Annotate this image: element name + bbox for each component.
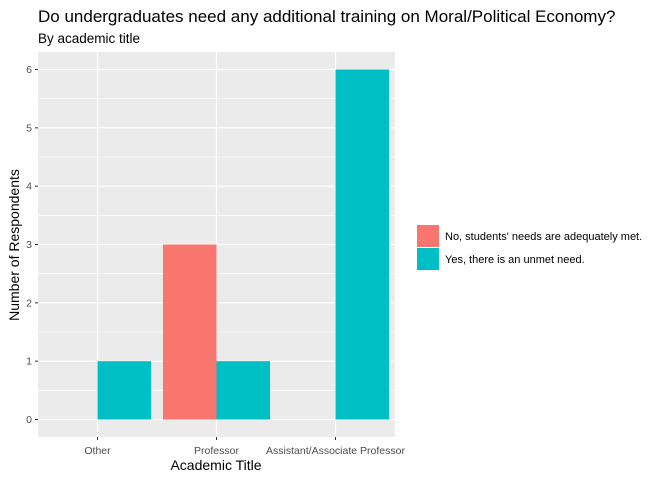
y-tick-label: 0	[26, 414, 32, 426]
chart-title: Do undergraduates need any additional tr…	[38, 7, 615, 26]
x-axis-title: Academic Title	[170, 457, 261, 473]
x-tick-label: Other	[84, 445, 111, 457]
y-axis-title: Number of Respondents	[6, 169, 22, 321]
y-tick-label: 6	[26, 64, 32, 76]
bar	[162, 244, 217, 420]
bars	[97, 69, 390, 420]
legend: No, students' needs are adequately met. Y…	[417, 225, 642, 270]
legend-key	[417, 225, 439, 247]
legend-label: No, students' needs are adequately met.	[445, 231, 642, 243]
y-tick-label: 1	[26, 356, 32, 368]
x-tick-label: Professor	[194, 445, 239, 457]
chart-subtitle: By academic title	[38, 31, 140, 46]
legend-key	[417, 248, 439, 270]
y-axis: 0 1 2 3 4 5 6	[26, 64, 38, 426]
x-axis: Other Professor Assistant/Associate Profes…	[84, 437, 405, 457]
y-tick-label: 5	[26, 122, 32, 134]
y-tick-label: 2	[26, 297, 32, 309]
bar	[216, 361, 271, 420]
bar	[97, 361, 152, 420]
legend-label: Yes, there is an unmet need.	[445, 254, 585, 266]
y-tick-label: 3	[26, 239, 32, 251]
x-tick-label: Assistant/Associate Professor	[266, 445, 405, 457]
bar	[335, 69, 390, 420]
y-tick-label: 4	[26, 181, 32, 193]
